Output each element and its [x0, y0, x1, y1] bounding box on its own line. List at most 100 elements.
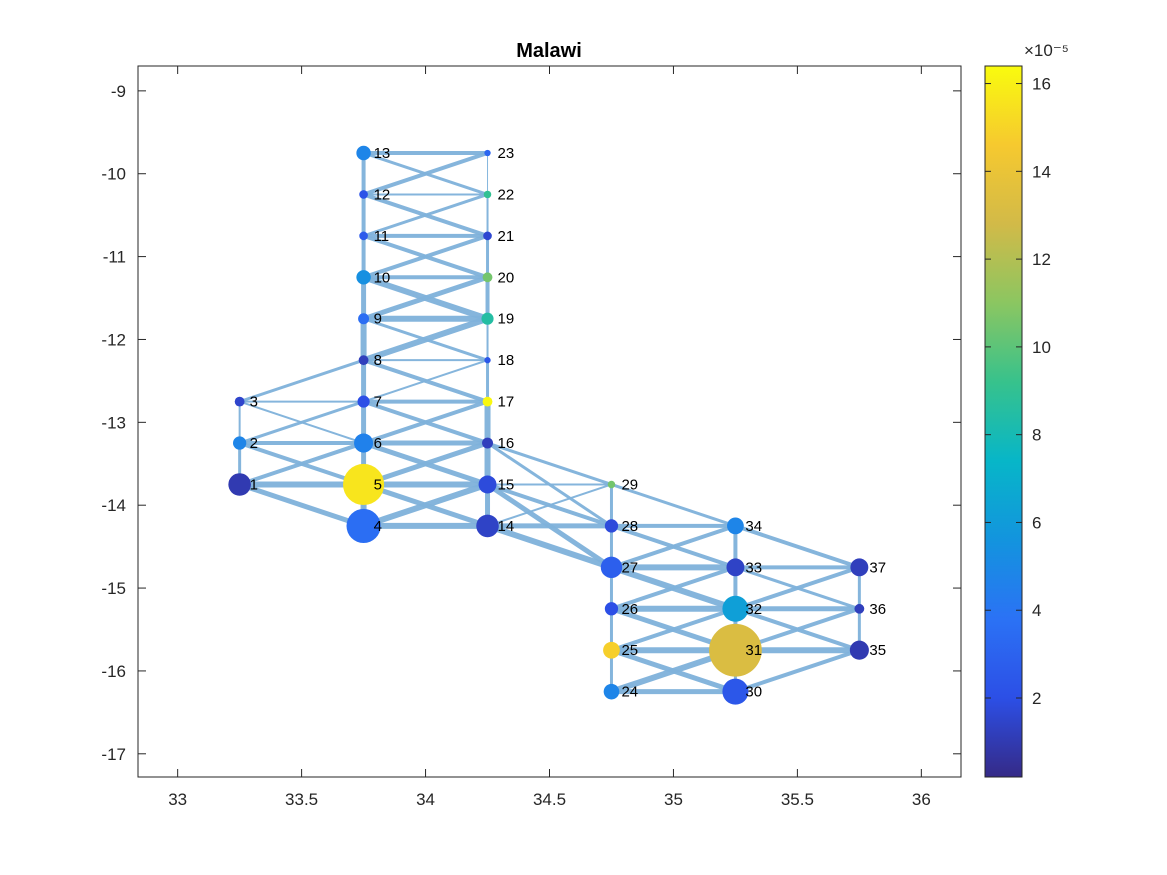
plot-area-box [137, 65, 962, 778]
network-edge-28-33 [610, 524, 737, 570]
node-label-28: 28 [621, 518, 638, 535]
node-22 [483, 190, 492, 199]
node-4 [346, 508, 381, 543]
y-tick-label: -10 [101, 165, 126, 184]
node-19 [481, 312, 494, 325]
node-29 [607, 480, 616, 489]
y-tick-label: -11 [103, 248, 126, 267]
node-17 [482, 396, 493, 407]
node-label-30: 30 [745, 684, 762, 701]
nodes-layer [228, 145, 869, 705]
node-label-5: 5 [374, 476, 382, 493]
node-16 [482, 437, 494, 449]
node-labels-layer: 1234567891011121314151617181920212223242… [250, 145, 886, 701]
node-label-29: 29 [621, 476, 638, 493]
node-36 [854, 603, 865, 614]
network-edge-14-27 [486, 523, 613, 571]
y-tick-label: -13 [101, 413, 126, 432]
node-30 [722, 678, 749, 705]
network-edge-3-6 [239, 400, 364, 444]
colorbar-tick-label: 10 [1032, 338, 1051, 357]
node-18 [484, 357, 491, 364]
colorbar-tick-label: 12 [1032, 250, 1051, 269]
network-edge-34-37 [734, 524, 860, 570]
node-8 [358, 355, 369, 366]
node-label-16: 16 [498, 435, 515, 452]
network-edge-5-14 [362, 482, 489, 529]
node-35 [849, 640, 869, 660]
network-edge-15-27 [486, 482, 613, 570]
node-37 [850, 558, 869, 577]
node-3 [234, 396, 245, 407]
node-11 [359, 231, 368, 241]
network-edge-8-17 [362, 358, 489, 404]
node-32 [722, 595, 749, 622]
node-label-18: 18 [498, 352, 515, 369]
network-edge-33-36 [734, 565, 860, 611]
network-edge-9-18 [363, 317, 489, 362]
node-label-37: 37 [869, 559, 886, 576]
x-tick-label: 36 [912, 790, 931, 809]
node-label-34: 34 [745, 518, 762, 535]
chart-title: Malawi [516, 40, 582, 62]
node-label-23: 23 [498, 145, 515, 162]
node-label-15: 15 [498, 476, 515, 493]
node-14 [476, 514, 499, 538]
node-12 [359, 190, 368, 199]
colorbar-tick-label: 4 [1032, 601, 1041, 620]
node-10 [356, 270, 371, 285]
x-tick-label: 35.5 [781, 790, 814, 809]
node-7 [357, 395, 370, 408]
network-edge-10-19 [362, 274, 489, 322]
y-tick-label: -16 [101, 662, 126, 681]
network-edge-2-5 [239, 441, 365, 487]
network-edge-27-32 [610, 564, 737, 612]
network-edge-1-4 [238, 482, 365, 529]
node-label-24: 24 [621, 684, 638, 701]
network-edge-15-28 [486, 482, 613, 528]
network-edge-13-22 [363, 151, 489, 196]
node-24 [603, 683, 620, 700]
node-9 [358, 313, 370, 325]
colorbar-tick-label: 14 [1032, 162, 1051, 181]
network-edge-11-20 [362, 233, 489, 280]
node-label-33: 33 [745, 559, 762, 576]
node-label-6: 6 [374, 435, 382, 452]
node-label-32: 32 [745, 601, 762, 618]
node-25 [603, 641, 620, 659]
x-tick-label: 34.5 [533, 790, 566, 809]
node-6 [354, 433, 374, 453]
node-label-25: 25 [621, 642, 638, 659]
node-15 [478, 475, 497, 494]
node-20 [482, 272, 493, 283]
node-label-27: 27 [621, 559, 638, 576]
node-1 [228, 473, 251, 496]
node-label-12: 12 [374, 186, 391, 203]
node-label-8: 8 [374, 352, 382, 369]
node-label-11: 11 [374, 228, 390, 245]
x-tick-label: 34 [416, 790, 435, 809]
y-tick-label: -12 [101, 330, 126, 349]
node-2 [232, 436, 247, 450]
network-edge-25-30 [610, 647, 737, 695]
node-label-3: 3 [250, 394, 258, 411]
colorbar-tick-label: 8 [1032, 426, 1041, 445]
node-label-36: 36 [869, 601, 886, 618]
y-tick-label: -9 [111, 82, 126, 101]
node-13 [356, 145, 371, 161]
colorbar-tick-label: 2 [1032, 689, 1041, 708]
node-label-35: 35 [869, 642, 886, 659]
node-27 [600, 556, 623, 579]
network-edge-16-28 [486, 441, 613, 528]
colorbar-gradient [984, 65, 1023, 778]
node-label-21: 21 [498, 228, 515, 245]
x-tick-label: 35 [664, 790, 683, 809]
node-33 [726, 558, 745, 577]
node-26 [604, 602, 619, 616]
node-34 [727, 517, 744, 535]
network-edge-29-34 [610, 483, 736, 528]
node-label-22: 22 [498, 186, 515, 203]
node-label-13: 13 [374, 145, 391, 162]
node-31 [709, 623, 762, 677]
